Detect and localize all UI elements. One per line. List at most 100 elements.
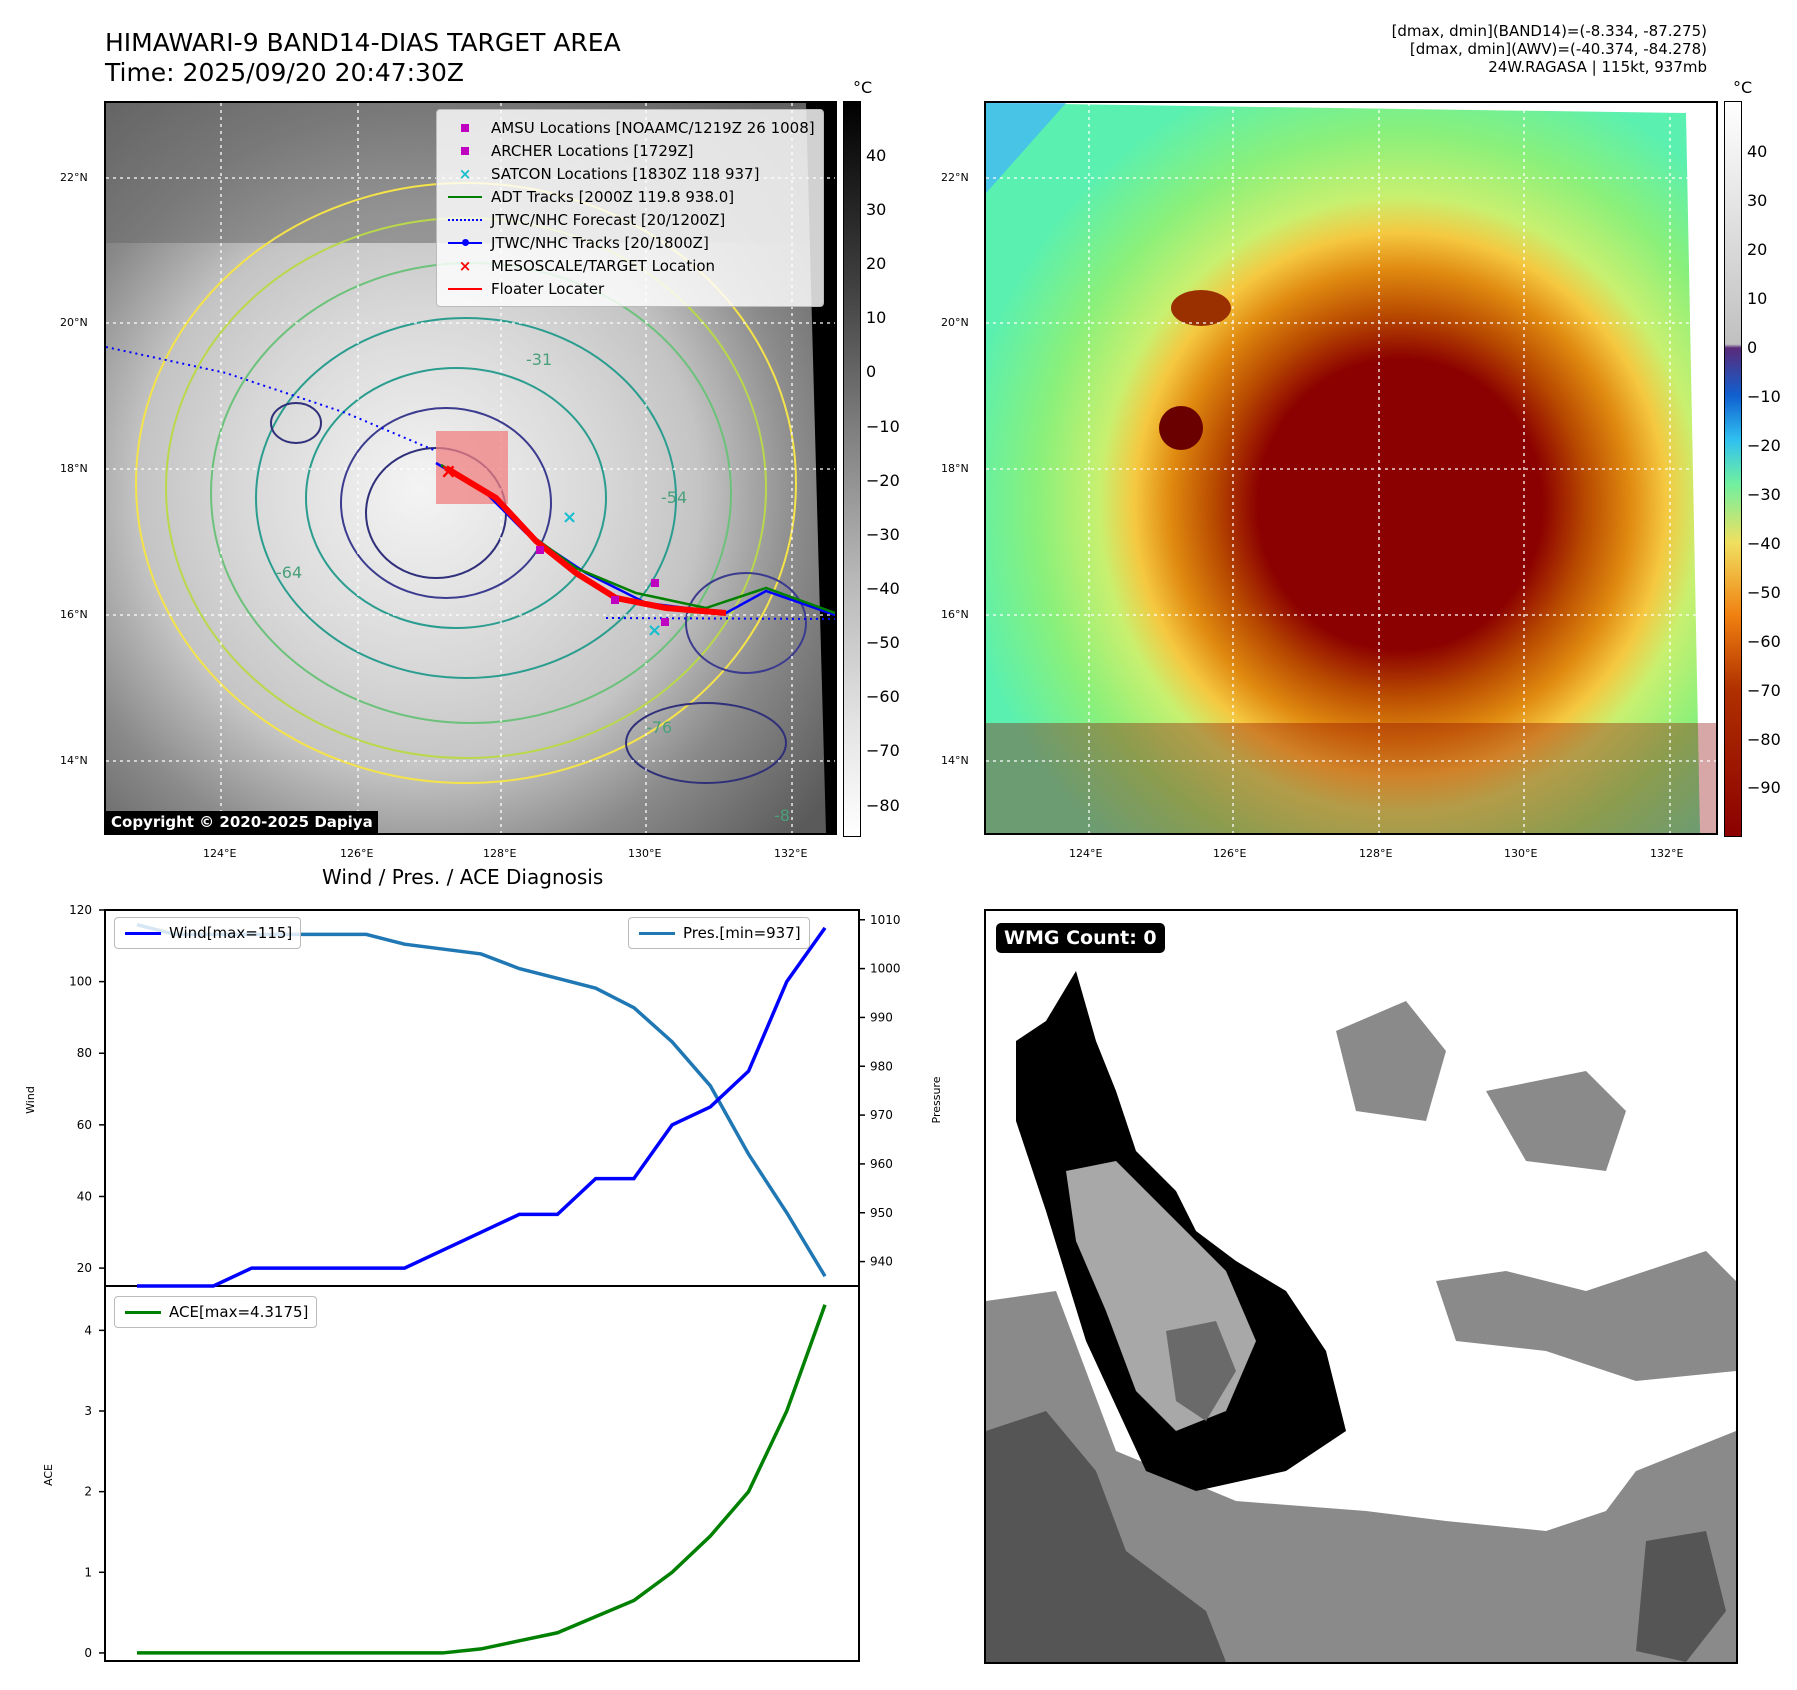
info-line-storm: 24W.RAGASA | 115kt, 937mb	[1488, 58, 1707, 76]
mesoscale-target-marker: ×	[440, 459, 457, 483]
wind-legend: Wind[max=115]	[114, 917, 302, 949]
dotted-line-icon	[445, 218, 485, 221]
awv-map-image	[986, 103, 1716, 833]
forecast-track-east	[605, 617, 835, 620]
colorbar-tick: 20	[1747, 240, 1768, 259]
axis-tick-label: 80	[77, 1046, 92, 1060]
wind-axis-ticks: 120 100 80 60 40 20	[69, 903, 105, 1275]
contour-label: -31	[526, 350, 552, 369]
axis-tick-label: 100	[69, 975, 92, 989]
ace-axis-ticks: 4 3 2 1 0	[84, 1323, 105, 1660]
info-line-band14: [dmax, dmin](BAND14)=(-8.334, -87.275)	[1391, 22, 1707, 40]
wmg-count-badge: WMG Count: 0	[996, 923, 1165, 953]
legend-item-satcon: × SATCON Locations [1830Z 118 937]	[445, 162, 815, 185]
legend-label: ARCHER Locations [1729Z]	[491, 141, 694, 160]
legend-label: Pres.[min=937]	[683, 924, 801, 942]
map-legend: AMSU Locations [NOAAMC/1219Z 26 1008] AR…	[436, 109, 824, 307]
legend-item-forecast: JTWC/NHC Forecast [20/1200Z]	[445, 208, 815, 231]
forecast-track	[106, 346, 437, 452]
legend-label: MESOSCALE/TARGET Location	[491, 256, 716, 275]
colorbar-tick: −20	[1747, 436, 1781, 455]
axis-tick-label: 40	[77, 1189, 92, 1203]
colorbar-tick: 0	[866, 362, 877, 381]
legend-item-jtwc-tracks: JTWC/NHC Tracks [20/1800Z]	[445, 231, 815, 254]
axis-tick-label: 60	[77, 1118, 92, 1132]
colorbar-tick: −70	[866, 741, 900, 760]
colorbar-tick: 40	[1747, 142, 1768, 161]
line-marker-icon	[123, 931, 163, 935]
colorbar-left-unit: °C	[853, 78, 873, 97]
axis-tick-label: 940	[870, 1255, 893, 1269]
colorbar-tick: 40	[866, 146, 887, 165]
lat-label: 18°N	[941, 462, 969, 475]
lat-label: 18°N	[60, 462, 88, 475]
axis-tick-label: 120	[69, 903, 92, 917]
legend-label: ACE[max=4.3175]	[169, 1303, 309, 1321]
legend-item-archer: ARCHER Locations [1729Z]	[445, 139, 815, 162]
legend-item-floater: Floater Locater	[445, 277, 815, 300]
axis-tick-label: 960	[870, 1157, 893, 1171]
lon-label: 126°E	[1213, 847, 1247, 860]
figure-title-line1: HIMAWARI-9 BAND14-DIAS TARGET AREA	[105, 28, 621, 57]
colorbar-tick: −10	[1747, 387, 1781, 406]
colorbar-tick: 0	[1747, 338, 1758, 357]
ace-axes	[104, 1285, 860, 1662]
line-marker-icon	[445, 195, 485, 198]
wmg-panel: WMG Count: 0	[984, 909, 1738, 1664]
lat-label: 20°N	[941, 316, 969, 329]
colorbar-right-unit: °C	[1733, 78, 1753, 97]
jtwc-track	[435, 461, 835, 617]
axis-tick-label: 980	[870, 1059, 893, 1073]
lon-label: 132°E	[1650, 847, 1684, 860]
axis-tick-label: 4	[84, 1323, 92, 1337]
lon-label: 130°E	[628, 847, 662, 860]
colorbar-tick: −60	[1747, 632, 1781, 651]
line-dot-icon	[445, 238, 485, 246]
axis-tick-label: 1010	[870, 913, 901, 927]
colorbar-tick: 10	[1747, 289, 1768, 308]
colorbar-tick: −70	[1747, 681, 1781, 700]
x-marker-icon: ×	[458, 164, 472, 183]
axis-tick-label: 2	[84, 1485, 92, 1499]
colorbar-tick: −80	[1747, 730, 1781, 749]
line-marker-icon	[445, 287, 485, 290]
axis-tick-label: 1000	[870, 962, 901, 976]
wmg-image	[986, 911, 1736, 1662]
colorbar-tick: −80	[866, 796, 900, 815]
colorbar-tick: 20	[866, 254, 887, 273]
square-marker-icon	[445, 146, 485, 155]
colorbar-tick: −10	[866, 417, 900, 436]
lon-label: 130°E	[1504, 847, 1538, 860]
awv-map-panel	[984, 101, 1718, 835]
colorbar-tick: −30	[866, 525, 900, 544]
colorbar-tick: −40	[1747, 534, 1781, 553]
contour-label: -64	[276, 563, 302, 582]
lat-label: 20°N	[60, 316, 88, 329]
x-marker-icon: ×	[458, 256, 472, 275]
pressure-axis-label: Pressure	[930, 1076, 943, 1123]
axis-tick-label: 970	[870, 1108, 893, 1122]
colorbar-tick: −30	[1747, 485, 1781, 504]
amsu-marker	[536, 546, 544, 554]
pressure-axis-ticks: 1010 1000 990 980 970 960 950 940	[859, 913, 901, 1269]
line-marker-icon	[123, 1310, 163, 1314]
colorbar-tick: −20	[866, 471, 900, 490]
lat-label: 22°N	[941, 171, 969, 184]
colorbar-tick: −90	[1747, 778, 1781, 797]
axis-tick-label: 1	[84, 1565, 92, 1579]
ace-legend: ACE[max=4.3175]	[114, 1296, 318, 1328]
header-info: [dmax, dmin](BAND14)=(-8.334, -87.275) […	[1107, 22, 1707, 76]
axis-tick-label: 990	[870, 1010, 893, 1024]
copyright-badge: Copyright © 2020-2025 Dapiya	[106, 811, 378, 833]
legend-label: AMSU Locations [NOAAMC/1219Z 26 1008]	[491, 118, 815, 137]
legend-label: JTWC/NHC Forecast [20/1200Z]	[491, 210, 726, 229]
pressure-series-line	[136, 922, 827, 1278]
colorbar-tick: −50	[866, 633, 900, 652]
lat-label: 16°N	[941, 608, 969, 621]
line-marker-icon	[637, 931, 677, 935]
ace-axis-label: ACE	[42, 1464, 55, 1486]
legend-label: ADT Tracks [2000Z 119.8 938.0]	[491, 187, 735, 206]
colorbar-left	[843, 101, 861, 837]
legend-item-adt: ADT Tracks [2000Z 119.8 938.0]	[445, 185, 815, 208]
